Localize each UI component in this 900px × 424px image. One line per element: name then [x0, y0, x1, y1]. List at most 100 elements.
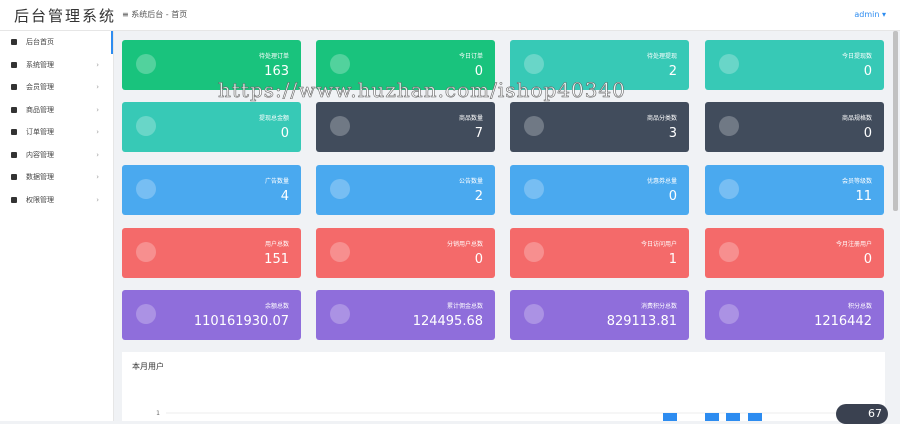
menu-item[interactable]: 内容管理 — [0, 144, 113, 167]
bar — [663, 413, 677, 421]
card-icon — [719, 179, 739, 199]
bar — [748, 413, 762, 421]
stat-card[interactable]: 商品规格数 0 — [705, 102, 884, 152]
card-icon — [719, 304, 739, 324]
breadcrumb-text: 系统后台 - 首页 — [131, 10, 188, 19]
stat-card[interactable]: 提现总金额 0 — [122, 102, 301, 152]
logo: 后台管理系统 — [14, 7, 117, 25]
card-label: 分销用户总数 — [446, 241, 483, 248]
stat-card[interactable]: 累计佣金总数 124495.68 — [316, 290, 495, 340]
card-icon — [524, 304, 544, 324]
card-icon — [330, 242, 350, 262]
chart: 1 — [156, 410, 885, 421]
chart-panel: 本月用户 1 — [122, 352, 885, 421]
card-value: 2 — [474, 189, 483, 204]
card-label: 提现总金额 — [258, 115, 289, 122]
menu-item[interactable]: 后台首页 — [0, 31, 113, 54]
card-label: 商品分类数 — [646, 115, 677, 122]
stat-card[interactable]: 公告数量 2 — [316, 165, 495, 215]
menu-item[interactable]: 订单管理 — [0, 121, 113, 144]
card-icon — [136, 116, 156, 136]
card-label: 公告数量 — [458, 178, 483, 185]
user-menu[interactable]: admin ▾ — [854, 10, 886, 19]
sidebar: 后台首页系统管理会员管理商品管理订单管理内容管理数据管理权限管理 — [0, 31, 114, 421]
menu-item[interactable]: 系统管理 — [0, 54, 113, 77]
card-icon — [136, 304, 156, 324]
card-label: 商品规格数 — [841, 115, 872, 122]
bar — [705, 413, 719, 421]
stat-card[interactable]: 消费积分总数 829113.81 — [510, 290, 689, 340]
card-value: 11 — [855, 189, 872, 204]
card-label: 待处理提现 — [646, 53, 677, 60]
card-value: 0 — [474, 252, 483, 267]
stat-card[interactable]: 余额总数 110161930.07 — [122, 290, 301, 340]
stat-card[interactable]: 商品分类数 3 — [510, 102, 689, 152]
card-icon — [524, 242, 544, 262]
menu-item[interactable]: 会员管理 — [0, 76, 113, 99]
stat-card[interactable]: 用户总数 151 — [122, 228, 301, 278]
card-icon — [719, 242, 739, 262]
card-value: 2 — [668, 64, 677, 79]
card-label: 会员等级数 — [841, 178, 872, 185]
stat-card[interactable]: 今月注册用户 0 — [705, 228, 884, 278]
top-bar: 后台管理系统 ≡ 系统后台 - 首页 admin ▾ — [0, 0, 900, 31]
card-value: 4 — [280, 189, 289, 204]
stat-card[interactable]: 今日访问用户 1 — [510, 228, 689, 278]
card-icon — [330, 304, 350, 324]
card-label: 用户总数 — [264, 241, 289, 248]
watermark: https://www.huzhan.com/ishop40340 — [218, 78, 626, 103]
card-value: 1 — [668, 252, 677, 267]
card-label: 今日访问用户 — [640, 241, 677, 248]
card-value: 151 — [264, 252, 289, 267]
card-icon — [136, 242, 156, 262]
stat-card[interactable]: 广告数量 4 — [122, 165, 301, 215]
stat-card[interactable]: 商品数量 7 — [316, 102, 495, 152]
stat-card[interactable]: 分销用户总数 0 — [316, 228, 495, 278]
chart-title: 本月用户 — [132, 362, 164, 371]
card-label: 今月注册用户 — [835, 241, 872, 248]
stat-card[interactable]: 今日提现数 0 — [705, 40, 884, 90]
card-label: 余额总数 — [264, 303, 289, 310]
card-icon — [524, 116, 544, 136]
bar — [726, 413, 740, 421]
card-value: 124495.68 — [412, 314, 483, 329]
breadcrumb: ≡ 系统后台 - 首页 — [122, 10, 188, 19]
card-label: 广告数量 — [264, 178, 289, 185]
card-icon — [719, 116, 739, 136]
card-icon — [719, 54, 739, 74]
stat-card[interactable]: 待处理提现 2 — [510, 40, 689, 90]
card-icon — [330, 54, 350, 74]
stat-card[interactable]: 积分总数 1216442 — [705, 290, 884, 340]
card-icon — [136, 179, 156, 199]
card-value: 0 — [280, 126, 289, 141]
card-icon — [330, 116, 350, 136]
card-value: 829113.81 — [606, 314, 677, 329]
stat-card[interactable]: 待处理订单 163 — [122, 40, 301, 90]
card-value: 0 — [668, 189, 677, 204]
card-value: 110161930.07 — [193, 314, 289, 329]
card-label: 积分总数 — [847, 303, 872, 310]
card-label: 累计佣金总数 — [446, 303, 483, 310]
card-value: 0 — [863, 126, 872, 141]
card-value: 163 — [264, 64, 289, 79]
stat-card[interactable]: 会员等级数 11 — [705, 165, 884, 215]
card-label: 商品数量 — [458, 115, 483, 122]
card-label: 待处理订单 — [258, 53, 289, 60]
scrollbar[interactable] — [893, 31, 898, 211]
card-icon — [136, 54, 156, 74]
badge[interactable]: 67 — [836, 404, 888, 424]
card-value: 0 — [863, 64, 872, 79]
stat-card[interactable]: 优惠券总量 0 — [510, 165, 689, 215]
card-icon — [524, 54, 544, 74]
card-value: 7 — [474, 126, 483, 141]
y-tick-label: 1 — [156, 410, 160, 417]
card-value: 1216442 — [814, 314, 872, 329]
menu-item[interactable]: 权限管理 — [0, 189, 113, 212]
stat-card[interactable]: 今日订单 0 — [316, 40, 495, 90]
menu-item[interactable]: 商品管理 — [0, 99, 113, 122]
menu-item[interactable]: 数据管理 — [0, 166, 113, 189]
card-value: 3 — [668, 126, 677, 141]
card-label: 消费积分总数 — [640, 303, 677, 310]
card-label: 优惠券总量 — [646, 178, 677, 185]
